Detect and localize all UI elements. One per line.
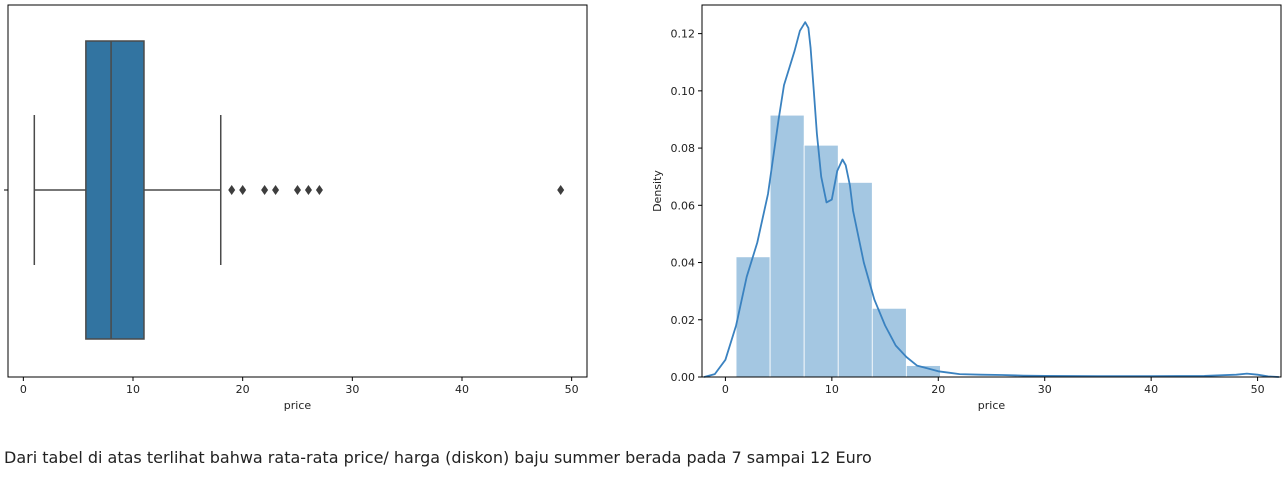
plot-frame bbox=[7, 4, 588, 378]
figure: 0 10 20 30 40 50 price 0.00 0.02 0.04 0.06 0.08 0.1… bbox=[4, 4, 1282, 412]
y-tick-label: 0.06 bbox=[671, 199, 696, 212]
boxplot-chart: 0 10 20 30 40 50 price bbox=[4, 4, 588, 412]
y-tick-label: 0.00 bbox=[671, 371, 696, 384]
caption-text: Dari tabel di atas terlihat bahwa rata-r… bbox=[4, 448, 872, 467]
x-tick-label: 10 bbox=[825, 383, 839, 396]
y-axis-label: Density bbox=[651, 170, 664, 212]
x-tick-label: 50 bbox=[565, 383, 579, 396]
outlier-point bbox=[294, 185, 301, 195]
histogram-bar bbox=[735, 256, 771, 378]
x-tick-label: 0 bbox=[20, 383, 27, 396]
outlier-point bbox=[239, 185, 247, 195]
y-tick-label: 0.08 bbox=[671, 142, 696, 155]
outlier-point bbox=[261, 185, 269, 195]
plot-frame bbox=[701, 4, 1282, 378]
histogram-bar bbox=[769, 114, 805, 378]
outlier-point bbox=[228, 185, 236, 195]
box-iqr bbox=[85, 40, 145, 340]
histogram-bar bbox=[837, 182, 873, 378]
x-tick-label: 20 bbox=[931, 383, 945, 396]
x-tick-label: 20 bbox=[236, 383, 250, 396]
x-tick-label: 30 bbox=[345, 383, 359, 396]
outlier-point bbox=[315, 185, 323, 195]
y-tick-label: 0.10 bbox=[671, 85, 696, 98]
outlier-point bbox=[272, 185, 280, 195]
x-tick-label: 40 bbox=[1144, 383, 1158, 396]
y-tick-label: 0.04 bbox=[671, 257, 696, 270]
x-axis-label: price bbox=[284, 399, 312, 412]
x-tick-label: 30 bbox=[1038, 383, 1052, 396]
x-tick-label: 0 bbox=[722, 383, 729, 396]
kde-line bbox=[703, 21, 1279, 378]
x-axis-label: price bbox=[978, 399, 1006, 412]
outlier-point bbox=[557, 185, 565, 195]
y-tick-label: 0.12 bbox=[671, 28, 696, 41]
outlier-point bbox=[304, 185, 312, 195]
y-tick-label: 0.02 bbox=[671, 314, 696, 327]
x-tick-label: 40 bbox=[455, 383, 469, 396]
density-histogram-chart: 0.00 0.02 0.04 0.06 0.08 0.10 0.12 0 10 20 30 40 50 p… bbox=[651, 4, 1282, 412]
histogram-bar bbox=[871, 307, 907, 378]
x-tick-label: 10 bbox=[126, 383, 140, 396]
x-tick-label: 50 bbox=[1251, 383, 1265, 396]
